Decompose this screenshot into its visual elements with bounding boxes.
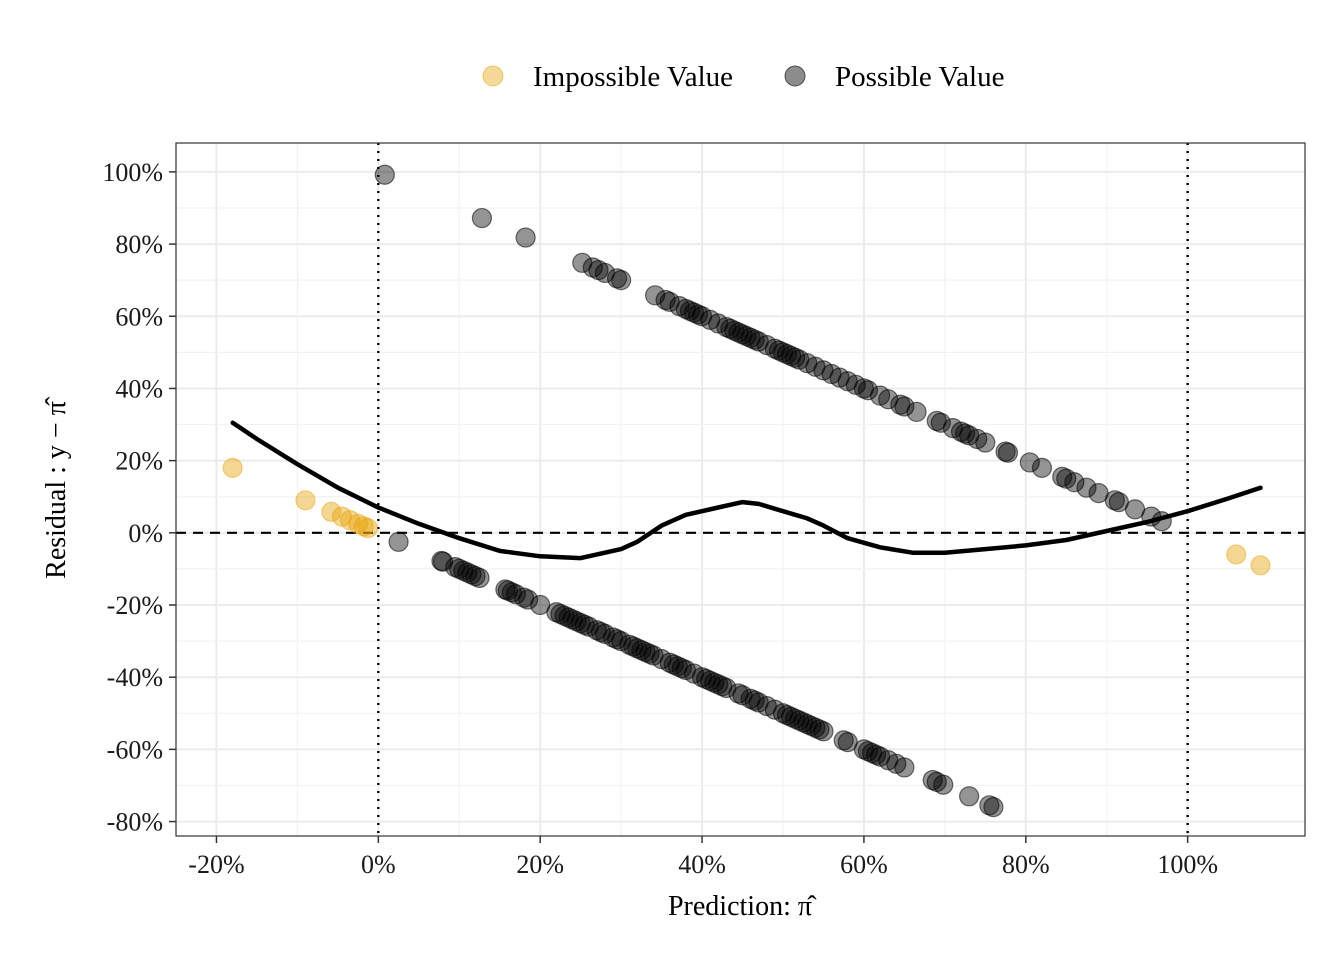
reference-lines (176, 143, 1305, 836)
legend-impossible-label: Impossible Value (533, 61, 733, 93)
impossible-value-point (357, 518, 378, 539)
y-tick-label: 80% (115, 230, 163, 259)
possible-value-point (983, 797, 1004, 818)
impossible-value-point (339, 510, 361, 531)
y-tick-label: -60% (107, 735, 163, 764)
possible-value-point (933, 774, 954, 795)
legend-impossible-key (482, 65, 504, 87)
y-axis-title: Residual : y − π̂ (41, 396, 72, 579)
possible-value-point (517, 589, 539, 610)
possible-value-points (374, 164, 1172, 818)
x-tick-label: 0% (361, 850, 396, 879)
x-tick-label: 60% (840, 850, 888, 879)
possible-value-point (1031, 457, 1053, 478)
possible-value-point (813, 721, 834, 742)
impossible-value-point (1226, 544, 1247, 565)
possible-value-point (894, 396, 915, 417)
y-tick-label: 60% (115, 302, 163, 331)
smooth-curve-layer (230, 420, 1263, 561)
x-axis: -20% 0% 20% 40% 60% 80% 100% (188, 836, 1218, 879)
possible-value-point (515, 227, 536, 248)
possible-value-point (611, 270, 632, 291)
smooth-curve (230, 420, 1263, 561)
possible-value-point (975, 432, 996, 453)
x-axis-title: Prediction: π̂ (668, 891, 817, 922)
plot-panel-border (175, 142, 1306, 837)
possible-value-point (959, 786, 980, 807)
possible-value-point (1064, 472, 1085, 493)
impossible-value-point (1250, 555, 1271, 576)
possible-value-point (906, 401, 927, 422)
possible-value-point (894, 757, 915, 778)
impossible-value-point (321, 501, 342, 522)
possible-value-point (930, 412, 951, 433)
possible-value-point (388, 531, 409, 552)
y-tick-label: 20% (115, 447, 163, 476)
y-tick-label: 40% (115, 374, 163, 403)
impossible-value-point (222, 457, 243, 478)
x-tick-label: 80% (1002, 850, 1050, 879)
y-axis: -80% -60% -40% -20% 0% 20% 40% 60% 80% 100% (102, 158, 176, 837)
y-tick-label: -20% (107, 591, 163, 620)
impossible-value-point (331, 506, 353, 527)
legend: Impossible Value Possible Value (482, 61, 1004, 93)
impossible-value-point (295, 490, 316, 511)
possible-value-point (857, 380, 879, 401)
impossible-value-point (353, 516, 374, 537)
y-tick-label: 100% (102, 158, 163, 187)
y-tick-label: -80% (107, 808, 163, 837)
possible-value-point (1019, 452, 1040, 473)
possible-value-point (471, 207, 493, 229)
possible-value-point (374, 164, 395, 185)
x-tick-label: 100% (1157, 850, 1218, 879)
possible-value-point (469, 567, 490, 589)
possible-value-point (997, 442, 1019, 463)
y-tick-label: -40% (107, 663, 163, 692)
possible-value-point (1076, 477, 1097, 498)
impossible-value-points (222, 457, 1271, 576)
x-tick-label: 40% (678, 850, 726, 879)
x-tick-label: -20% (188, 850, 244, 879)
y-tick-label: 0% (128, 519, 163, 548)
impossible-value-point (347, 513, 369, 534)
legend-possible-key (784, 65, 806, 87)
x-tick-label: 20% (516, 850, 564, 879)
legend-possible-label: Possible Value (835, 61, 1004, 93)
